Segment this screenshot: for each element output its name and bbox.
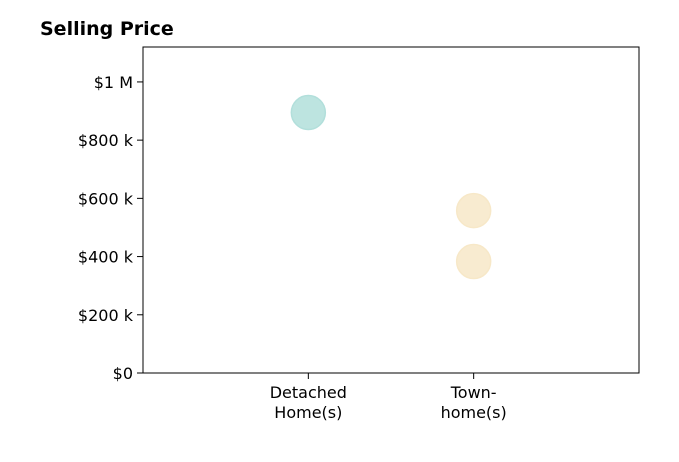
x-tick-label: Town-	[450, 383, 497, 402]
data-point	[290, 94, 327, 131]
y-tick-label: $400 k	[78, 248, 134, 267]
y-tick-label: $1 M	[94, 73, 133, 92]
y-axis: $0 $200 k $400 k $600 k $800 k $1 M	[78, 73, 143, 383]
data-point	[455, 192, 492, 229]
x-tick-label: Home(s)	[274, 403, 342, 422]
y-tick-label: $200 k	[78, 306, 134, 325]
y-tick-label: $600 k	[78, 189, 134, 208]
x-tick-label: home(s)	[441, 403, 507, 422]
chart-title: Selling Price	[40, 18, 174, 40]
data-points	[290, 94, 492, 280]
x-tick-label: Detached	[270, 383, 347, 402]
y-tick-label: $800 k	[78, 131, 134, 150]
y-tick-label: $0	[113, 364, 133, 383]
data-point	[455, 243, 492, 280]
plot-area-frame	[142, 46, 640, 374]
